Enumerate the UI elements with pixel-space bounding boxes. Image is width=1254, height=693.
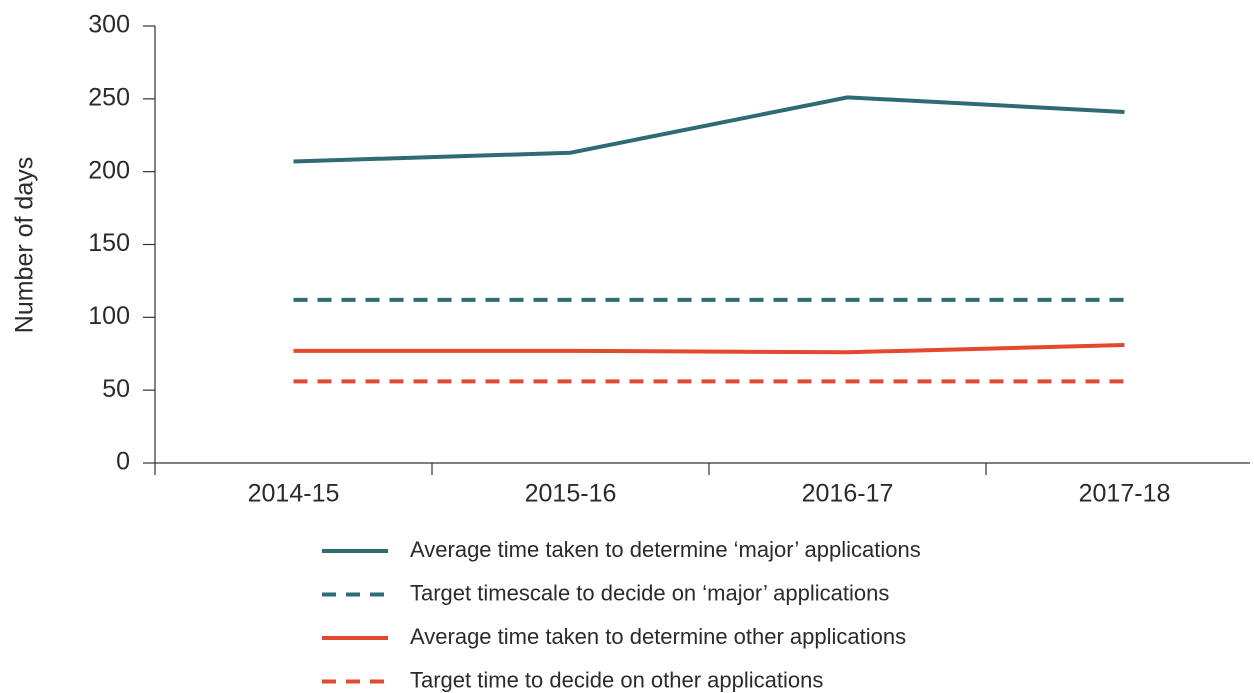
y-tick-label: 0 (116, 448, 130, 476)
legend-label: Target time to decide on other applicati… (410, 667, 823, 692)
x-tick-label: 2017-18 (1079, 480, 1171, 508)
series-line (293, 343, 1125, 355)
y-axis-title: Number of days (11, 157, 39, 333)
y-tick-label: 300 (88, 11, 130, 39)
y-tick-label: 200 (88, 156, 130, 184)
y-tick-label: 50 (102, 375, 130, 403)
legend-label: Target timescale to decide on ‘major’ ap… (410, 580, 889, 605)
y-tick-label: 100 (88, 302, 130, 330)
y-tick-label: 150 (88, 229, 130, 257)
x-tick-label: 2016-17 (802, 480, 894, 508)
legend-label: Average time taken to determine other ap… (410, 624, 906, 649)
legend-label: Average time taken to determine ‘major’ … (410, 537, 921, 562)
series-line (293, 95, 1125, 164)
x-tick-label: 2015-16 (525, 480, 617, 508)
x-tick-label: 2014-15 (248, 480, 340, 508)
y-tick-label: 250 (88, 83, 130, 111)
